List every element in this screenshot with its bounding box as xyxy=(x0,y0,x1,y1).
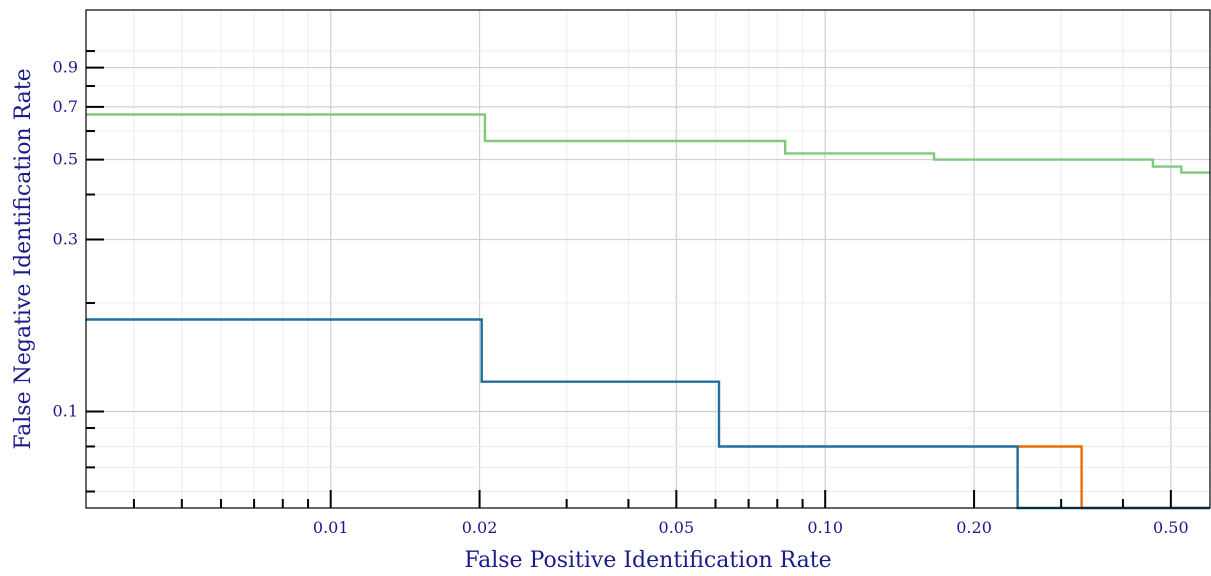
ticks: 0.01 0.02 0.05 0.10 0.20 0.50 0.1 0.3 0.5 0.7 0.9 xyxy=(53,50,1189,537)
x-tick-label: 0.01 xyxy=(313,518,349,537)
x-tick-label: 0.50 xyxy=(1153,518,1189,537)
x-axis-label: False Positive Identification Rate xyxy=(464,548,831,573)
plot-frame xyxy=(85,9,1211,509)
x-tick-label: 0.10 xyxy=(807,518,843,537)
grid xyxy=(86,10,1210,508)
x-tick-label: 0.20 xyxy=(956,518,992,537)
x-tick-label: 0.02 xyxy=(462,518,498,537)
y-tick-label: 0.3 xyxy=(53,230,78,249)
series-line-1 xyxy=(86,113,1210,174)
y-tick-label: 0.1 xyxy=(53,402,78,421)
series-line-3 xyxy=(86,318,1210,510)
y-axis-label: False Negative Identification Rate xyxy=(11,68,36,449)
y-tick-label: 0.9 xyxy=(53,58,78,77)
x-tick-label: 0.05 xyxy=(659,518,695,537)
series-line-2 xyxy=(1017,445,1210,510)
y-tick-label: 0.5 xyxy=(53,150,78,169)
y-tick-label: 0.7 xyxy=(53,97,78,116)
